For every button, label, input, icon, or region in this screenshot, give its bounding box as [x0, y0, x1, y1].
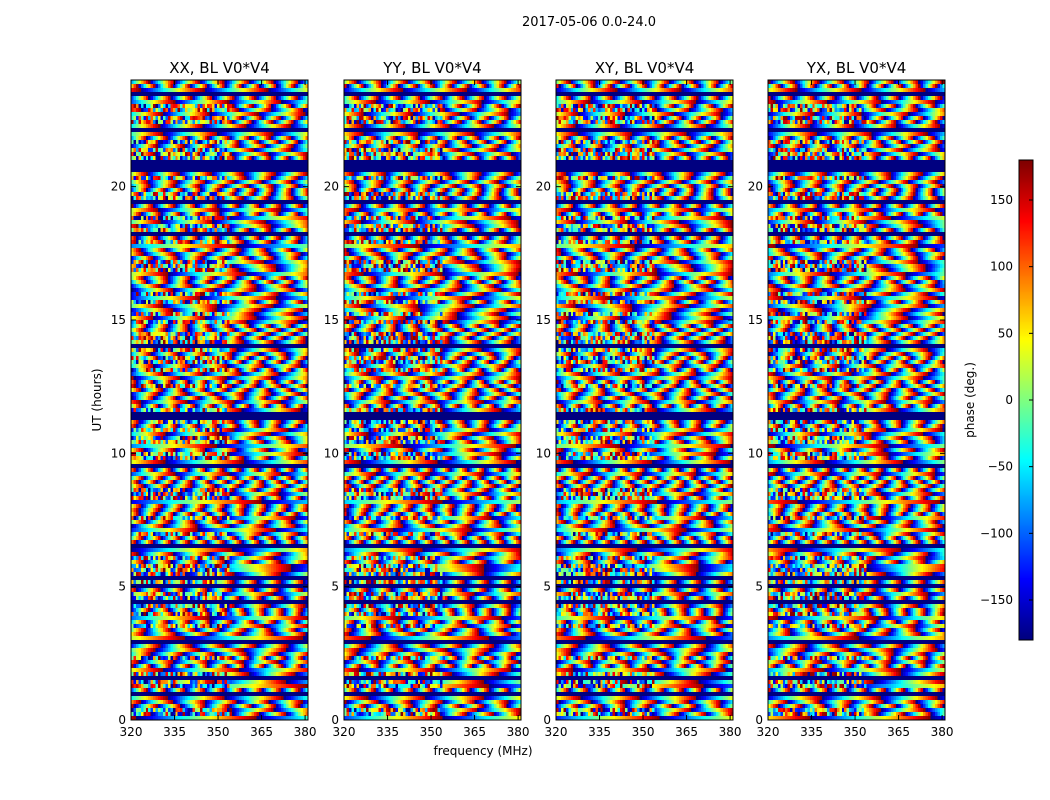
- x-tick-label: 365: [250, 725, 273, 739]
- panel-title: XX, BL V0*V4: [169, 59, 270, 77]
- x-tick-label: 365: [887, 725, 910, 739]
- panel-xx: XX, BL V0*V4 320 335 350 365 380 0 5 10 15 20: [111, 59, 317, 739]
- x-tick-label: 335: [376, 725, 399, 739]
- colorbar-tick-label: 150: [990, 193, 1013, 207]
- phase-heatmap-yy: [344, 80, 521, 720]
- y-tick-label: 10: [748, 446, 763, 460]
- y-tick-label: 20: [748, 180, 763, 194]
- x-tick-label: 350: [207, 725, 230, 739]
- y-tick-label: 20: [536, 180, 551, 194]
- panel-title: YX, BL V0*V4: [806, 59, 907, 77]
- colorbar-gradient: [1019, 160, 1033, 640]
- colorbar-tick-label: 50: [998, 326, 1013, 340]
- y-tick-label: 5: [543, 580, 551, 594]
- y-tick-label: 5: [331, 580, 339, 594]
- y-tick-label: 5: [118, 580, 126, 594]
- x-tick-label: 380: [719, 725, 742, 739]
- x-tick-label: 320: [333, 725, 356, 739]
- panel-yx: YX, BL V0*V4 320 335 350 365 380 0 5 10 15 20: [748, 59, 954, 739]
- x-tick-label: 320: [545, 725, 568, 739]
- colorbar-tick-label: 0: [1005, 393, 1013, 407]
- panel-frame: [130, 79, 309, 721]
- y-tick-label: 10: [111, 446, 126, 460]
- phase-heatmap-yx: [768, 80, 945, 720]
- y-tick-label: 20: [324, 180, 339, 194]
- figure-title: 2017-05-06 0.0-24.0: [522, 15, 656, 30]
- y-tick-label: 0: [331, 713, 339, 727]
- x-tick-label: 335: [588, 725, 611, 739]
- colorbar-tick-label: −100: [980, 526, 1013, 540]
- x-tick-label: 320: [120, 725, 143, 739]
- x-tick-label: 365: [675, 725, 698, 739]
- x-tick-label: 380: [931, 725, 954, 739]
- y-tick-label: 5: [755, 580, 763, 594]
- panel-yy: YY, BL V0*V4 320 335 350 365 380 0 5 10 15 20: [324, 59, 530, 739]
- colorbar-tick-label: −150: [980, 593, 1013, 607]
- x-tick-label: 365: [463, 725, 486, 739]
- y-tick-label: 15: [748, 313, 763, 327]
- phase-heatmap-xx: [131, 80, 308, 720]
- x-tick-label: 380: [507, 725, 530, 739]
- x-tick-label: 320: [757, 725, 780, 739]
- panel-xy: XY, BL V0*V4 320 335 350 365 380 0 5 10 15 20: [536, 59, 742, 739]
- colorbar-tick-label: −50: [988, 460, 1013, 474]
- x-tick-label: 380: [294, 725, 317, 739]
- y-tick-label: 0: [543, 713, 551, 727]
- y-tick-label: 10: [324, 446, 339, 460]
- phase-heatmap-xy: [556, 80, 733, 720]
- panel-frame: [767, 79, 946, 721]
- colorbar-label: phase (deg.): [963, 362, 977, 438]
- y-tick-label: 15: [324, 313, 339, 327]
- x-tick-label: 350: [632, 725, 655, 739]
- y-tick-label: 0: [755, 713, 763, 727]
- panel-title: YY, BL V0*V4: [382, 59, 481, 77]
- panel-title: XY, BL V0*V4: [595, 59, 695, 77]
- x-tick-label: 335: [163, 725, 186, 739]
- y-tick-label: 15: [111, 313, 126, 327]
- panel-frame: [343, 79, 522, 721]
- y-tick-label: 15: [536, 313, 551, 327]
- x-axis-label: frequency (MHz): [433, 744, 532, 758]
- x-tick-label: 350: [420, 725, 443, 739]
- colorbar: −150 −100 −50 0 50 100 150: [980, 159, 1034, 641]
- x-tick-label: 335: [800, 725, 823, 739]
- x-tick-label: 350: [844, 725, 867, 739]
- y-tick-label: 20: [111, 180, 126, 194]
- y-tick-label: 0: [118, 713, 126, 727]
- panel-frame: [555, 79, 734, 721]
- y-axis-label: UT (hours): [90, 368, 104, 431]
- colorbar-tick-label: 100: [990, 260, 1013, 274]
- y-tick-label: 10: [536, 446, 551, 460]
